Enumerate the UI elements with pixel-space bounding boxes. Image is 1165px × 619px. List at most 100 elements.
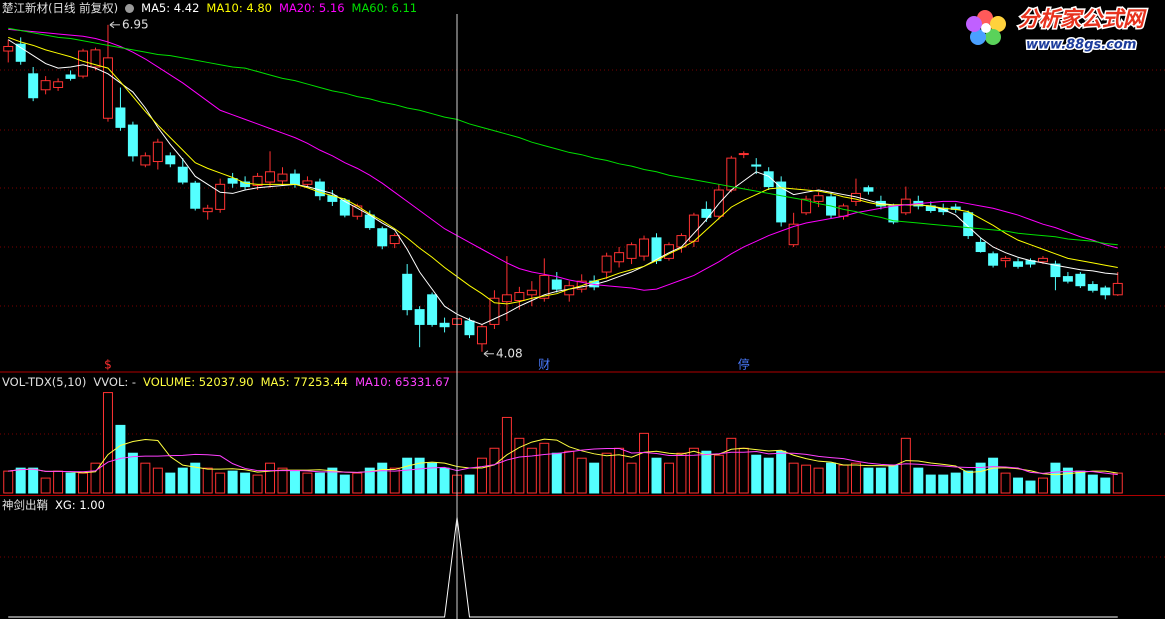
annotation-arrowhead xyxy=(483,350,489,358)
candle-body xyxy=(252,175,263,186)
volume-bar xyxy=(988,457,999,494)
series-line xyxy=(8,438,1118,476)
candle-body xyxy=(439,322,450,328)
candle-body xyxy=(464,320,475,336)
volume-bar xyxy=(589,462,600,494)
candle-body xyxy=(127,124,138,157)
legend-entry: MA5: 4.42 xyxy=(141,1,200,15)
settings-icon[interactable] xyxy=(125,4,135,13)
candle-body xyxy=(726,157,737,191)
volume-bar xyxy=(1025,480,1036,494)
candle-body xyxy=(551,279,562,290)
candle-body xyxy=(1013,261,1024,267)
volume-bar xyxy=(152,467,163,494)
candle-body xyxy=(601,255,612,273)
candle-body xyxy=(140,155,151,166)
volume-bar xyxy=(514,437,525,494)
logo-petal xyxy=(990,16,1006,32)
candle-body xyxy=(40,80,51,91)
volume-bar xyxy=(651,457,662,494)
volume-bar xyxy=(526,447,537,494)
candle-body xyxy=(963,212,974,237)
volume-bar xyxy=(626,462,637,494)
candle-body xyxy=(863,187,874,192)
candle-body xyxy=(801,198,812,214)
volume-bar xyxy=(202,467,213,494)
volume-bar xyxy=(713,454,724,494)
candle-body xyxy=(277,173,288,182)
volume-bar xyxy=(289,470,300,494)
volume-bar xyxy=(389,467,400,494)
candle-body xyxy=(626,244,637,259)
legend-entry: MA5: 77253.44 xyxy=(260,375,349,389)
series-line xyxy=(8,27,1118,246)
volume-bar xyxy=(838,464,849,494)
volume-bar xyxy=(975,462,986,494)
watermark: 分析家公式网 www.88gs.com xyxy=(966,6,1148,54)
volume-bar xyxy=(53,470,64,494)
candle-body xyxy=(28,73,39,99)
volume-bar xyxy=(240,472,251,494)
candle-body xyxy=(265,171,276,183)
volume-bar xyxy=(190,462,201,494)
volume-bar xyxy=(3,470,14,494)
volume-bar xyxy=(364,467,375,494)
panel-subtitle: VVOL: - xyxy=(93,375,137,389)
volume-bar xyxy=(863,467,874,494)
volume-bar xyxy=(464,474,475,494)
candle-body xyxy=(389,235,400,245)
volume-bar xyxy=(938,474,949,494)
candle-body xyxy=(215,183,226,210)
volume-bar xyxy=(639,432,650,494)
event-marker: $ xyxy=(104,358,112,372)
candle-body xyxy=(90,49,101,68)
series-line xyxy=(8,36,1118,305)
event-marker: 停 xyxy=(738,357,750,372)
volume-bar xyxy=(701,450,712,494)
volume-bar xyxy=(913,467,924,494)
volume-bar xyxy=(427,462,438,494)
candle-body xyxy=(1100,287,1111,296)
candle-body xyxy=(289,173,300,185)
candle-body xyxy=(53,81,64,88)
candle-body xyxy=(576,280,587,290)
candle-body xyxy=(788,223,799,246)
panel-header: 神剑出鞘 XG: 1.00 xyxy=(2,498,105,513)
panel-readout: VOLUME: 52037.90 xyxy=(143,375,254,389)
volume-bar xyxy=(489,447,500,494)
volume-bar xyxy=(227,470,238,494)
volume-bar xyxy=(140,462,151,494)
annotation-label: 4.08 xyxy=(496,346,523,360)
volume-bar xyxy=(963,470,974,494)
volume-bar xyxy=(1075,470,1086,494)
panel-title: 神剑出鞘 xyxy=(2,498,48,512)
candle-body xyxy=(838,205,849,217)
series-line xyxy=(8,28,1118,291)
volume-bar xyxy=(78,472,89,494)
volume-bar xyxy=(277,467,288,494)
volume-bar xyxy=(763,457,774,494)
candle-body xyxy=(414,309,425,325)
candle-body xyxy=(402,273,413,311)
plot-area: $ 财 停 6.95 4.08 xyxy=(3,17,1123,618)
candle-body xyxy=(15,43,26,62)
candle-body xyxy=(738,153,749,156)
candle-body xyxy=(1062,276,1073,282)
volume-bar xyxy=(925,474,936,494)
panel-title: 楚江新材(日线 前复权) xyxy=(2,1,119,15)
volume-bar xyxy=(476,457,487,494)
volume-bar xyxy=(576,457,587,494)
watermark-title: 分析家公式网 xyxy=(1018,7,1147,31)
volume-bar xyxy=(888,464,899,494)
candle-body xyxy=(1087,284,1098,291)
volume-bar xyxy=(177,467,188,494)
volume-bar xyxy=(1050,462,1061,494)
volume-bar xyxy=(663,462,674,494)
candle-body xyxy=(177,166,188,183)
volume-bar xyxy=(826,462,837,494)
candle-body xyxy=(427,294,438,325)
volume-bar xyxy=(813,467,824,494)
candle-body xyxy=(900,198,911,214)
